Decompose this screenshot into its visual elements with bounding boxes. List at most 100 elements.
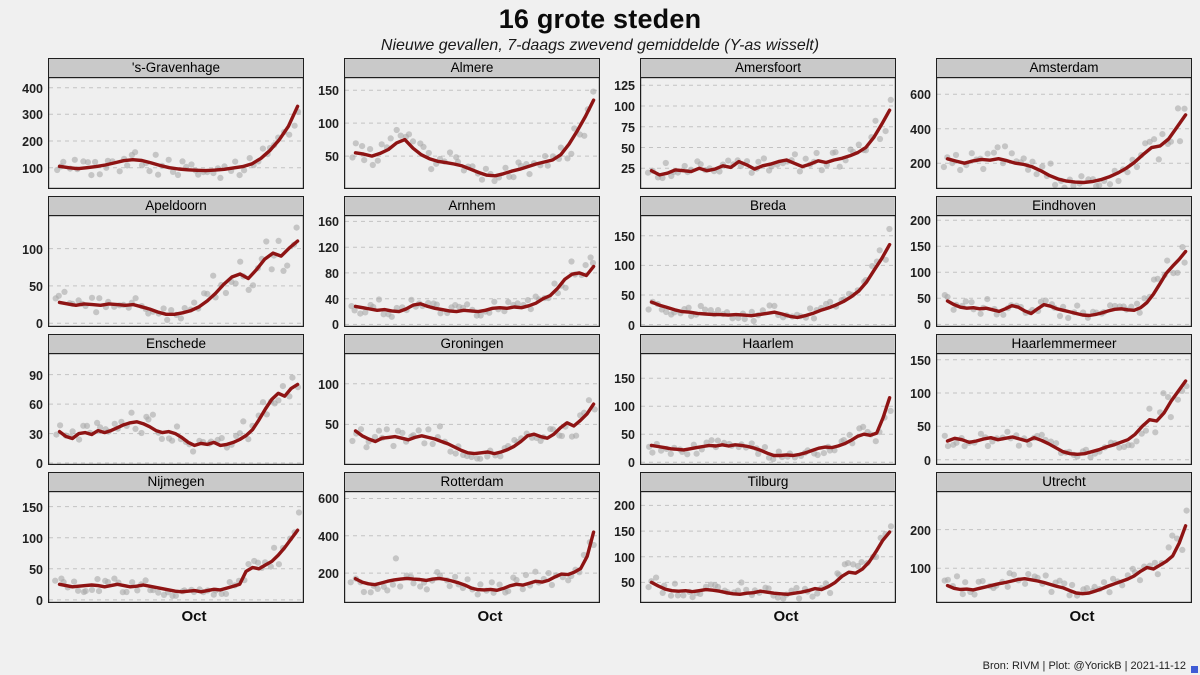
data-point	[52, 577, 59, 584]
x-tick-label-oct: Oct	[477, 608, 503, 625]
data-point	[408, 296, 415, 303]
panel-cell-arnhem: 0 40 80 120 160 Arnhem	[304, 196, 600, 332]
y-tick-label: 100	[22, 242, 43, 257]
data-point	[770, 456, 777, 463]
y-tick-label: 50	[917, 292, 931, 307]
chart-header: 16 grote steden Nieuwe gevallen, 7-daags…	[0, 0, 1200, 56]
data-point	[452, 573, 459, 580]
data-point	[383, 426, 390, 433]
data-point	[510, 174, 517, 181]
data-point	[953, 573, 961, 580]
data-point	[771, 302, 778, 309]
data-point	[477, 581, 484, 588]
data-point	[92, 158, 99, 166]
x-axis-cell: Oct	[304, 606, 600, 630]
data-point	[1100, 579, 1108, 586]
y-tick-label: 100	[910, 562, 931, 577]
panel-cell-groningen: 50 100 Groningen	[304, 334, 600, 466]
data-point	[1039, 163, 1046, 170]
data-point	[397, 583, 404, 590]
y-tick-label: 200	[318, 567, 339, 582]
data-point	[568, 150, 575, 157]
data-point	[240, 418, 247, 425]
plot-area	[344, 215, 600, 327]
data-point	[226, 579, 233, 586]
trend-line	[353, 264, 596, 314]
facet-panel: Rotterdam	[344, 472, 600, 604]
data-point	[685, 304, 692, 311]
facet-panel: Nijmegen	[48, 472, 304, 604]
data-point	[145, 416, 152, 423]
data-point	[558, 432, 565, 440]
data-point	[405, 131, 413, 138]
data-point	[279, 383, 286, 390]
plot-area	[936, 353, 1192, 465]
data-point	[284, 262, 291, 269]
y-tick-label: 100	[614, 259, 635, 274]
data-point	[54, 166, 61, 174]
data-point	[659, 589, 666, 596]
data-point	[191, 299, 198, 306]
data-point	[1066, 592, 1073, 599]
data-point	[977, 430, 984, 437]
x-axis-row: Oct Oct Oct Oct	[8, 606, 1192, 630]
data-point	[961, 443, 968, 450]
plot-area	[640, 215, 896, 327]
data-point	[872, 117, 879, 124]
data-point	[237, 258, 244, 265]
y-tick-label: 60	[29, 398, 43, 413]
plot-border	[640, 77, 896, 189]
data-point	[453, 154, 460, 161]
data-point	[582, 262, 589, 269]
x-axis-cell: Oct	[8, 606, 304, 630]
panel-title: Amsterdam	[936, 58, 1192, 77]
data-point	[177, 315, 184, 322]
data-point	[361, 157, 368, 164]
data-point	[263, 238, 270, 245]
y-axis-labels: 0 50 100 150	[896, 334, 936, 468]
data-point	[581, 132, 588, 139]
data-point	[876, 135, 884, 143]
data-point	[977, 310, 984, 317]
data-point	[1106, 589, 1113, 596]
data-point	[729, 315, 736, 322]
trend-line	[649, 396, 892, 458]
data-point	[1025, 166, 1032, 173]
data-point	[957, 166, 964, 174]
data-point	[1010, 571, 1017, 578]
data-point	[410, 580, 417, 587]
data-point	[1070, 182, 1077, 189]
data-point	[545, 570, 552, 577]
data-point	[169, 437, 176, 444]
data-point	[1128, 442, 1135, 449]
data-point	[662, 159, 669, 167]
data-point	[766, 302, 773, 309]
plot-area	[48, 77, 304, 189]
data-point	[1015, 442, 1022, 449]
trend-line	[353, 98, 596, 178]
data-point	[168, 307, 175, 314]
y-tick-label: 400	[910, 122, 931, 137]
data-point	[532, 568, 539, 575]
data-point	[218, 435, 225, 442]
data-point	[810, 315, 818, 322]
data-point	[1022, 580, 1029, 587]
y-axis-labels: 0 30 60 90	[8, 334, 48, 471]
data-point	[468, 453, 475, 461]
facet-grid: 100 200 300 400's-Gravenhage 50 100 150 Almere 2…	[8, 58, 1192, 608]
y-tick-label: 150	[22, 500, 43, 515]
data-point	[850, 561, 857, 568]
data-point	[573, 432, 580, 439]
plot-area	[640, 353, 896, 465]
data-point	[872, 438, 879, 445]
trend-line	[57, 104, 300, 173]
data-point	[142, 577, 149, 584]
panel-cell--s-gravenhage: 100 200 300 400 's-Gravenhage	[8, 58, 304, 190]
data-point	[94, 419, 101, 426]
y-tick-label: 25	[621, 162, 635, 177]
data-point	[505, 299, 512, 306]
panel-cell-tilburg: 50 100 150 200 Tilburg	[600, 472, 896, 604]
data-point	[887, 407, 894, 414]
data-point	[477, 455, 484, 462]
data-point	[962, 298, 969, 305]
